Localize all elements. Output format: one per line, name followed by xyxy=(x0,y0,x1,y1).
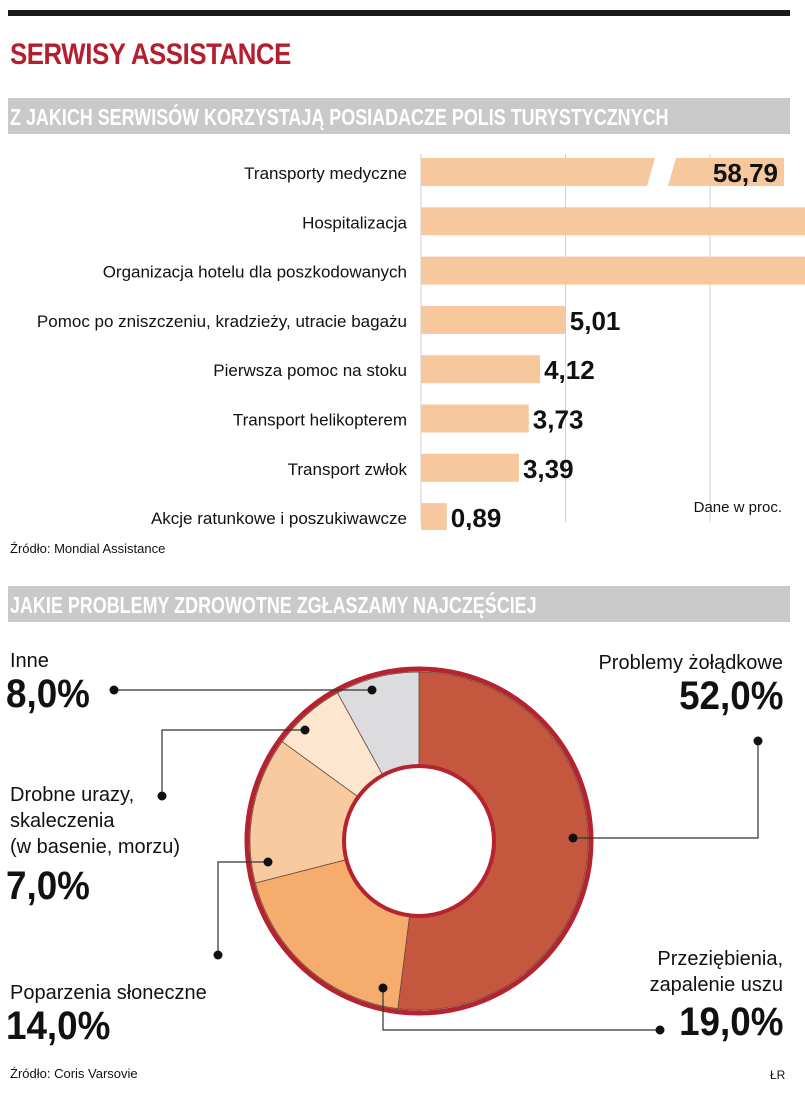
leader-przeziebienia xyxy=(382,988,660,1031)
bar xyxy=(421,355,541,384)
label-przeziebienia: Przeziębienia, zapalenie uszu xyxy=(650,946,783,998)
bar-value-label: 58,79 xyxy=(713,158,778,188)
leader-poparzenia-dot xyxy=(263,857,273,867)
bar-category-label: Pomoc po zniszczeniu, kradzieży, utracie… xyxy=(37,312,407,331)
bar-chart: Transporty medyczne58,79Hospitalizacja23… xyxy=(37,154,805,530)
top-rule xyxy=(8,10,790,16)
value-drobne: 7,0% xyxy=(6,864,90,908)
pie-inner-hole xyxy=(342,764,496,918)
leader-drobne xyxy=(161,729,305,796)
pie-source: Źródło: Coris Varsovie xyxy=(10,1066,138,1081)
label-przeziebienia-line-1: Przeziębienia, xyxy=(657,948,783,970)
label-inne-line-1: Inne xyxy=(10,650,49,672)
label-drobne-line-1: Drobne urazy, xyxy=(10,784,135,806)
label-inne: Inne xyxy=(10,648,49,674)
bar xyxy=(421,404,529,433)
leader-drobne-end-dot xyxy=(157,791,167,801)
leader-zoladkowe xyxy=(573,741,759,839)
bar-source: Źródło: Mondial Assistance xyxy=(10,541,166,556)
bar xyxy=(421,256,805,285)
bar-segment xyxy=(668,158,784,186)
value-poparzenia: 14,0% xyxy=(6,1004,111,1048)
label-zoladkowe: Problemy żołądkowe xyxy=(598,650,783,676)
bar xyxy=(421,453,519,482)
bar xyxy=(421,305,566,334)
label-przeziebienia-line-2: zapalenie uszu xyxy=(649,974,783,996)
label-poparzenia: Poparzenia słoneczne xyxy=(10,980,207,1006)
leader-inne-end-dot xyxy=(109,685,119,695)
leader-zoladkowe-dot xyxy=(568,833,578,843)
pie-section-title: JAKIE PROBLEMY ZDROWOTNE ZGŁASZAMY NAJCZ… xyxy=(10,592,537,618)
bar-category-label: Transport helikopterem xyxy=(233,411,407,430)
value-przeziebienia: 19,0% xyxy=(678,1000,783,1044)
bar-segment xyxy=(421,158,655,186)
bar-value-label: 3,73 xyxy=(533,405,584,435)
bar-value-label: 0,89 xyxy=(451,503,502,530)
bar xyxy=(421,207,805,236)
leader-przeziebienia-end-dot xyxy=(655,1025,665,1035)
label-zoladkowe-line-1: Problemy żołądkowe xyxy=(598,652,783,674)
bar-category-label: Transport zwłok xyxy=(288,460,408,479)
author-signature: ŁR xyxy=(770,1068,786,1082)
pie-section-header xyxy=(8,586,790,622)
leader-drobne-dot xyxy=(300,725,310,735)
value-inne: 8,0% xyxy=(6,672,90,716)
label-drobne-line-2: skaleczenia xyxy=(10,810,115,832)
bar-value-label: 3,39 xyxy=(523,454,574,484)
bar-section-title: Z JAKICH SERWISÓW KORZYSTAJĄ POSIADACZE … xyxy=(10,104,669,130)
bar-value-label: 4,12 xyxy=(544,355,595,385)
bar-category-label: Organizacja hotelu dla poszkodowanych xyxy=(103,263,407,282)
value-zoladkowe: 52,0% xyxy=(678,674,783,718)
bar-value-label: 5,01 xyxy=(570,306,621,336)
pie-outer-ring xyxy=(244,666,594,1016)
bar xyxy=(421,503,447,530)
leader-zoladkowe-end-dot xyxy=(753,736,763,746)
main-title: SERWISY ASSISTANCE xyxy=(10,38,291,71)
bar-category-label: Hospitalizacja xyxy=(302,213,407,232)
bar-category-label: Pierwsza pomoc na stoku xyxy=(213,361,407,380)
unit-note: Dane w proc. xyxy=(694,499,782,516)
label-drobne-line-3: (w basenie, morzu) xyxy=(10,836,181,858)
bar-category-label: Transporty medyczne xyxy=(244,164,407,183)
bar-category-label: Akcje ratunkowe i poszukiwawcze xyxy=(151,509,407,528)
bar-section-header xyxy=(8,98,790,134)
leader-poparzenia-end-dot xyxy=(213,950,223,960)
leader-inne-dot xyxy=(367,685,377,695)
leader-przeziebienia-dot xyxy=(378,983,388,993)
label-poparzenia-line-1: Poparzenia słoneczne xyxy=(10,982,207,1004)
label-drobne: Drobne urazy, skaleczenia (w basenie, mo… xyxy=(10,782,180,860)
leader-poparzenia xyxy=(217,861,268,955)
